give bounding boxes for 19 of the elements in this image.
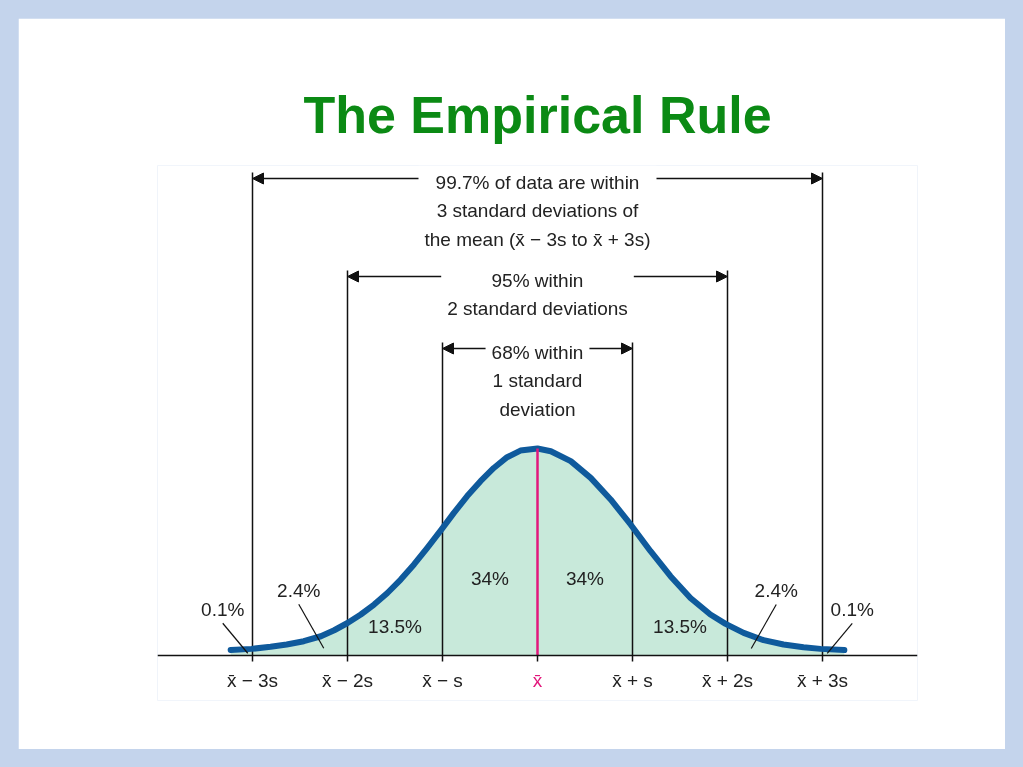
ref-line-label: x̄ [532,669,543,691]
x-tick-label: x̄ + 2s [701,669,754,691]
annotation: 34% [565,568,605,590]
x-tick-label: x̄ − s [422,669,463,691]
text: 68% within 1 standard deviation [491,341,584,420]
text: 99.7% of data are within 3 standard deviations of the mean (x̄ − 3s to x̄ + 3s) [424,171,651,250]
annotation: 34% [470,567,510,589]
x-tick-label: x̄ − 3s [226,669,279,691]
annotation: 2.4% [277,579,321,601]
annotation: 0.1% [201,598,245,620]
annotation: 13.5% [653,616,708,638]
annotation: 0.1% [830,598,875,620]
text: 95% within 2 standard deviations [447,269,628,320]
x-tick-label: x̄ + 3s [796,669,849,691]
chart-title: The Empirical Rule [303,85,772,144]
x-tick-label: x̄ + s [612,669,653,691]
x-tick-label: x̄ − 2s [321,669,374,691]
annotation: 2.4% [754,580,799,602]
annotation: 13.5% [368,615,423,637]
